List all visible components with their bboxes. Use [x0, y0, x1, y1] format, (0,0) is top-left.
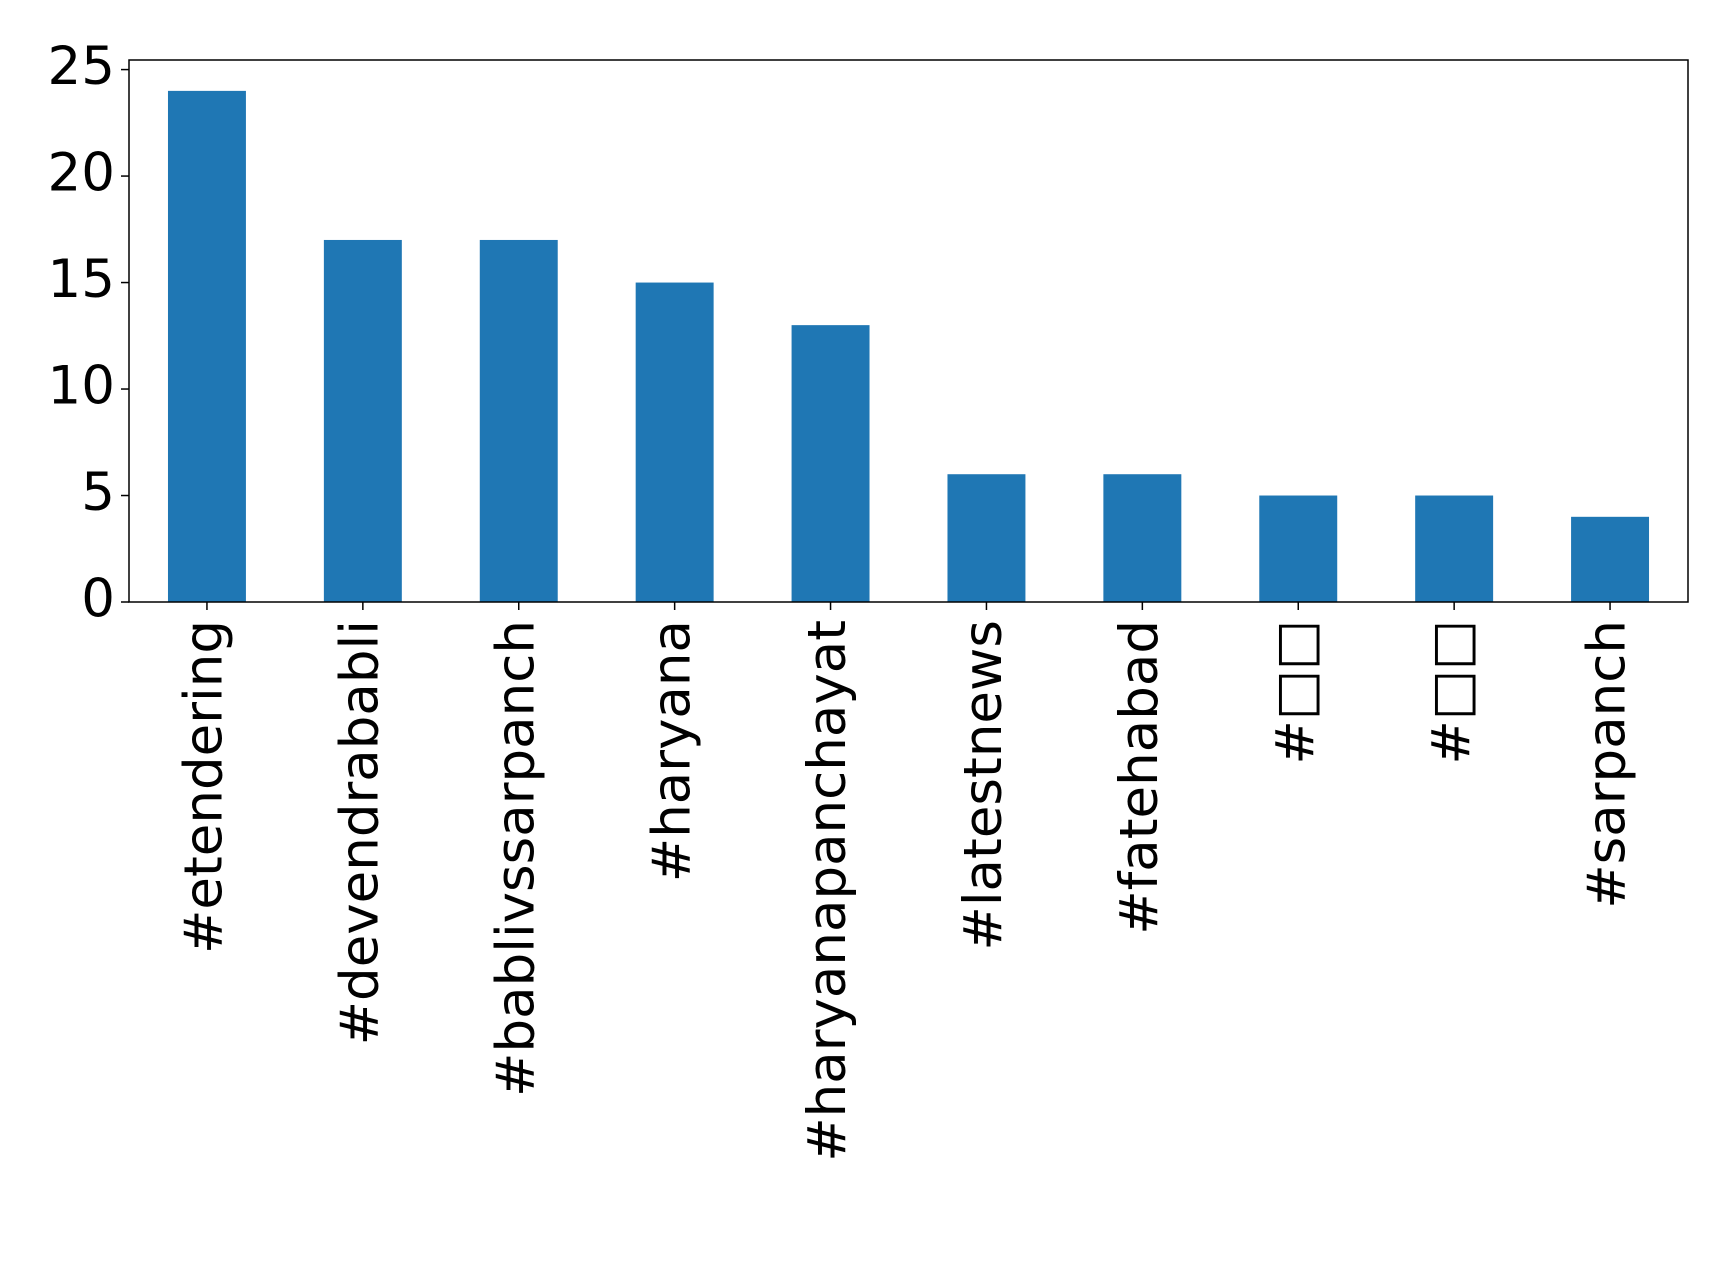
y-tick-label: 0 [81, 569, 115, 630]
bar [947, 474, 1026, 602]
x-tick-label: #fatehabad [1109, 620, 1170, 935]
x-tick-label: #bablivssarpanch [485, 620, 546, 1097]
bar [479, 239, 558, 602]
y-tick-label: 5 [81, 462, 115, 523]
y-tick-label: 20 [48, 143, 115, 204]
bar [1259, 495, 1338, 602]
bar [1415, 495, 1494, 602]
bar [323, 239, 402, 602]
y-tick-label: 15 [48, 249, 115, 310]
x-tick-label: #devendrababli [329, 620, 390, 1045]
bar [167, 90, 246, 602]
x-tick-label: #□□ [1265, 620, 1326, 765]
x-tick-label: #□□ [1421, 620, 1482, 765]
bar [1571, 516, 1650, 602]
bar [635, 282, 714, 602]
x-tick-label: #etendering [174, 620, 235, 954]
x-tick-label: #haryanapanchayat [797, 620, 858, 1162]
x-tick-label: #sarpanch [1577, 620, 1638, 909]
y-tick-label: 25 [48, 36, 115, 97]
bar [791, 325, 870, 602]
bar [1103, 474, 1182, 602]
x-tick-label: #haryana [641, 620, 702, 882]
plot-frame [128, 59, 1689, 603]
y-tick-label: 10 [48, 356, 115, 417]
x-tick-label: #latestnews [953, 620, 1014, 951]
